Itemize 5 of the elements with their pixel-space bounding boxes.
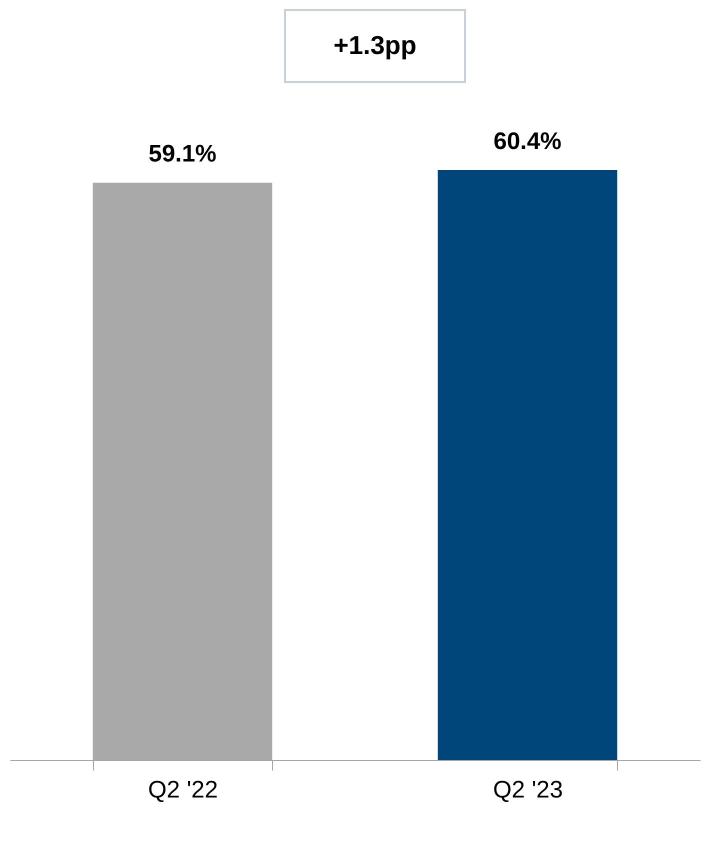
data-label: 60.4% bbox=[493, 128, 562, 155]
text: +1.3pp bbox=[333, 30, 417, 60]
x-tick-label: Q2 '22 bbox=[148, 776, 218, 804]
x-tick-label: Q2 '23 bbox=[493, 776, 563, 804]
data-label: 59.1% bbox=[148, 140, 217, 168]
